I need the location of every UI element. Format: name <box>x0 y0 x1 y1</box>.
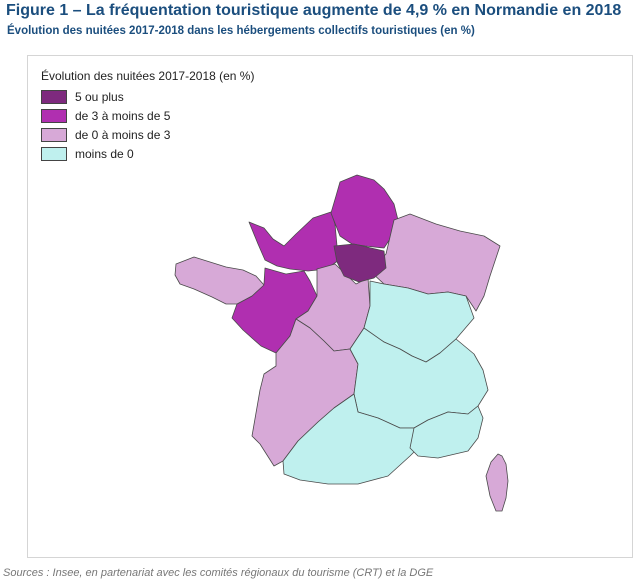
region-corse[interactable] <box>485 453 509 512</box>
region-hauts-de-france[interactable] <box>330 174 399 249</box>
legend-label: de 0 à moins de 3 <box>75 127 171 142</box>
choropleth-map <box>174 174 509 512</box>
legend-swatch <box>41 89 67 104</box>
legend-item-3-a-5: de 3 à moins de 5 <box>41 106 254 125</box>
source-note: Sources : Insee, en partenariat avec les… <box>3 567 434 579</box>
region-ile-de-france[interactable] <box>333 243 387 283</box>
figure-title: Figure 1 – La fréquentation touristique … <box>6 2 622 19</box>
region-paca[interactable] <box>409 405 484 459</box>
legend-item-0-a-3: de 0 à moins de 3 <box>41 125 254 144</box>
legend-item-5-ou-plus: 5 ou plus <box>41 87 254 106</box>
legend-label: 5 ou plus <box>75 89 124 104</box>
legend-item-moins-de-0: moins de 0 <box>41 144 254 163</box>
legend-swatch <box>41 127 67 142</box>
map-legend: Évolution des nuitées 2017-2018 (en %) 5… <box>41 69 254 163</box>
region-normandie[interactable] <box>248 211 341 272</box>
legend-label: moins de 0 <box>75 146 134 161</box>
legend-swatch <box>41 146 67 161</box>
legend-title: Évolution des nuitées 2017-2018 (en %) <box>41 69 255 83</box>
region-bretagne[interactable] <box>174 256 265 305</box>
map-panel: Évolution des nuitées 2017-2018 (en %) 5… <box>27 55 633 558</box>
legend-swatch <box>41 108 67 123</box>
figure-subtitle: Évolution des nuitées 2017-2018 dans les… <box>7 25 475 37</box>
legend-label: de 3 à moins de 5 <box>75 108 171 123</box>
